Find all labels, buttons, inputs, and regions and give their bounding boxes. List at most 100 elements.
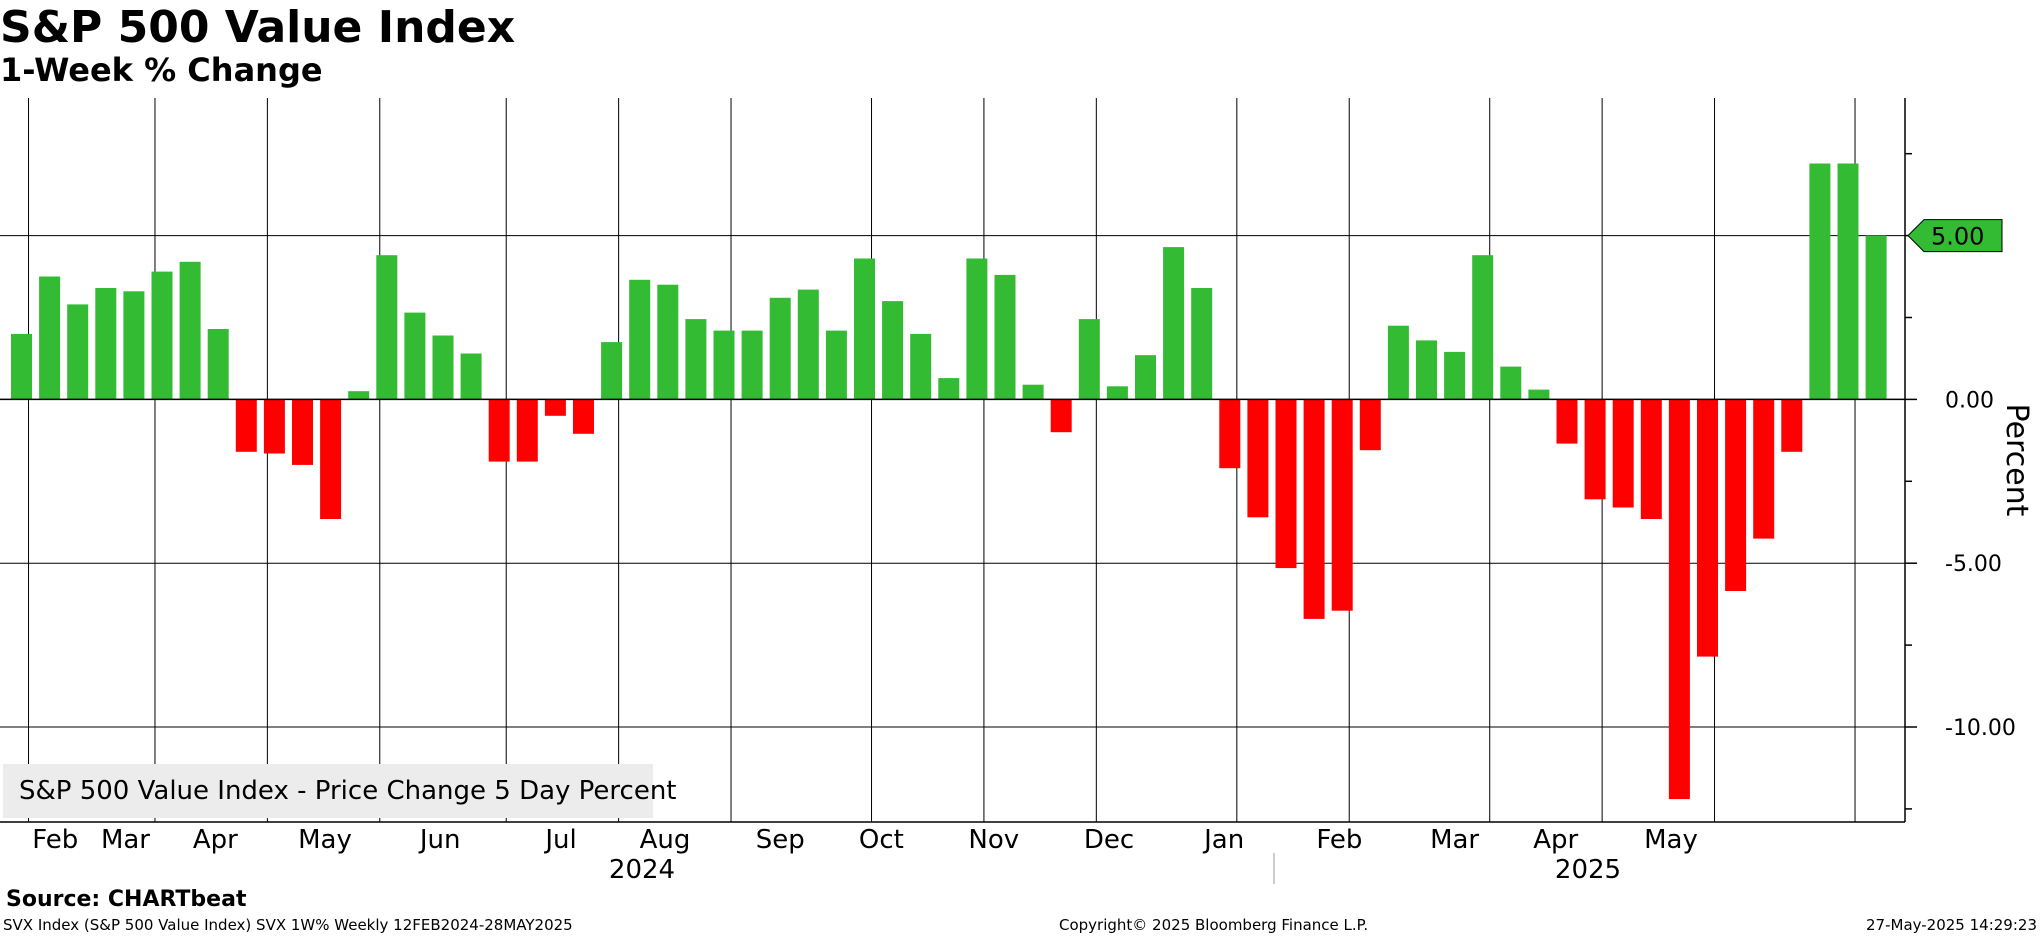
x-month-label: Apr bbox=[1533, 825, 1578, 855]
bar-negative bbox=[1303, 399, 1325, 619]
bar-negative bbox=[1753, 399, 1775, 539]
x-axis: Feb Mar Apr May Jun Jul Aug Sep Oct Nov Dec Jan Feb M… bbox=[32, 825, 1698, 885]
bar-negative bbox=[1640, 399, 1662, 519]
source-note: Source: CHARTbeat bbox=[6, 887, 247, 912]
bar-positive bbox=[95, 288, 117, 400]
bar-positive bbox=[207, 329, 229, 400]
y-tick-label: -10.00 bbox=[1945, 716, 2016, 741]
bar-positive bbox=[1135, 355, 1156, 400]
copyright-notice: Copyright© 2025 Bloomberg Finance L.P. bbox=[1059, 916, 1369, 934]
bar-positive bbox=[657, 284, 679, 400]
bar-positive bbox=[1809, 163, 1831, 400]
bar-positive bbox=[910, 333, 932, 400]
bar-negative bbox=[1331, 399, 1353, 611]
x-month-label: May bbox=[1644, 825, 1698, 855]
bar-negative bbox=[1219, 399, 1241, 469]
x-month-label: Oct bbox=[859, 825, 904, 855]
current-value-tag bbox=[1907, 219, 2003, 253]
bar-positive bbox=[1078, 319, 1100, 400]
bar-negative bbox=[1725, 399, 1747, 591]
legend: S&P 500 Value Index - Price Change 5 Day… bbox=[3, 764, 677, 818]
current-value-label: 5.00 bbox=[1931, 223, 1984, 251]
x-month-label: Aug bbox=[640, 825, 691, 855]
bar-negative bbox=[292, 399, 313, 465]
x-month-label: Feb bbox=[32, 825, 78, 855]
bar-negative bbox=[573, 399, 594, 434]
bar-positive bbox=[994, 274, 1016, 400]
bar-positive bbox=[151, 271, 173, 400]
y-tick-label: 0.00 bbox=[1945, 388, 1994, 413]
x-month-label: Dec bbox=[1084, 825, 1134, 855]
bar-positive bbox=[601, 342, 623, 400]
x-year-label: 2024 bbox=[609, 855, 675, 885]
bar-positive bbox=[1191, 288, 1213, 400]
x-month-label: Apr bbox=[193, 825, 238, 855]
bar-positive bbox=[1163, 247, 1185, 400]
series-descriptor: SVX Index (S&P 500 Value Index) SVX 1W% … bbox=[3, 916, 573, 934]
bar-positive bbox=[1387, 325, 1409, 400]
bar-negative bbox=[1781, 399, 1803, 452]
bar-positive bbox=[1865, 235, 1887, 400]
bar-negative bbox=[263, 399, 285, 454]
x-month-label: Mar bbox=[1430, 825, 1479, 855]
bar-positive bbox=[376, 255, 398, 400]
bar-positive bbox=[797, 289, 819, 400]
bar-negative bbox=[1359, 399, 1381, 451]
x-month-label: Jun bbox=[418, 825, 461, 855]
legend-label: S&P 500 Value Index - Price Change 5 Day… bbox=[19, 776, 677, 806]
bar-positive bbox=[938, 378, 960, 400]
y-axis: 0.00 -5.00 -10.00 5.00 Percent bbox=[1905, 152, 2034, 810]
bar-positive bbox=[67, 304, 89, 400]
bar-positive bbox=[1500, 366, 1522, 400]
bar-positive bbox=[1837, 163, 1859, 400]
bar-positive bbox=[179, 261, 201, 400]
bar-positive bbox=[882, 301, 904, 400]
bar-negative bbox=[516, 399, 538, 462]
bar-positive bbox=[685, 319, 707, 400]
bar-negative bbox=[1697, 399, 1718, 657]
chart-subtitle: 1-Week % Change bbox=[0, 51, 323, 89]
bar-positive bbox=[1022, 384, 1044, 400]
bar-positive bbox=[713, 330, 735, 400]
bar-positive bbox=[404, 312, 426, 400]
bars bbox=[11, 163, 1887, 800]
bar-negative bbox=[235, 399, 257, 452]
bar-positive bbox=[39, 276, 61, 400]
x-month-label: May bbox=[298, 825, 352, 855]
timestamp: 27-May-2025 14:29:23 bbox=[1866, 916, 2037, 934]
plot-frame bbox=[0, 98, 1906, 823]
bar-negative bbox=[1050, 399, 1072, 433]
bar-positive bbox=[1528, 389, 1550, 400]
bar-negative bbox=[1247, 399, 1269, 518]
bar-positive bbox=[1444, 351, 1466, 400]
bar-positive bbox=[11, 333, 32, 400]
bar-positive bbox=[854, 258, 875, 400]
bar-positive bbox=[966, 258, 988, 400]
bar-negative bbox=[320, 399, 342, 519]
x-month-label: Jul bbox=[543, 825, 576, 855]
bar-negative bbox=[544, 399, 566, 416]
x-month-label: Nov bbox=[968, 825, 1019, 855]
bar-positive bbox=[825, 330, 847, 400]
bar-positive bbox=[1472, 255, 1494, 400]
bar-negative bbox=[1612, 399, 1634, 508]
y-tick-label: -5.00 bbox=[1945, 552, 2002, 577]
x-month-label: Sep bbox=[756, 825, 805, 855]
bar-positive bbox=[1106, 386, 1128, 400]
bar-positive bbox=[432, 335, 454, 400]
bar-positive bbox=[348, 391, 370, 400]
bar-negative bbox=[1556, 399, 1578, 444]
x-month-label: Mar bbox=[101, 825, 150, 855]
bar-positive bbox=[1416, 340, 1437, 400]
x-month-label: Feb bbox=[1316, 825, 1362, 855]
bar-positive bbox=[123, 291, 145, 400]
x-year-label: 2025 bbox=[1555, 855, 1621, 885]
bar-negative bbox=[1668, 399, 1690, 800]
x-month-label: Jan bbox=[1202, 825, 1244, 855]
bar-negative bbox=[1584, 399, 1606, 500]
y-axis-title: Percent bbox=[1999, 404, 2034, 517]
bar-negative bbox=[488, 399, 510, 462]
bar-positive bbox=[769, 297, 791, 400]
bar-negative bbox=[1275, 399, 1297, 569]
